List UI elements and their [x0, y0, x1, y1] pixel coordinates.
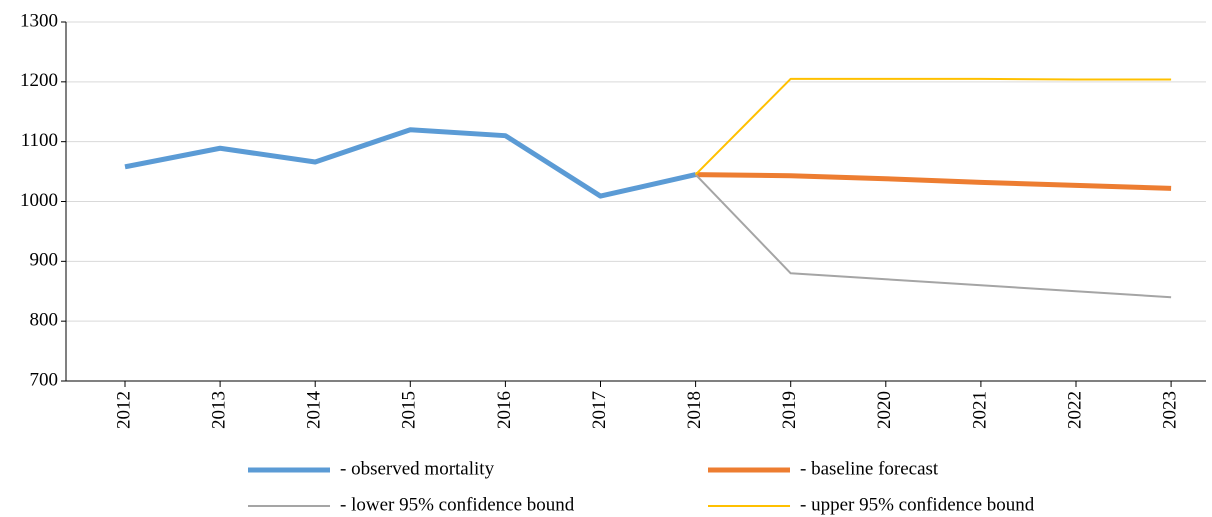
legend-label: - upper 95% confidence bound — [800, 494, 1035, 515]
x-tick-label: 2014 — [304, 391, 325, 430]
x-tick-label: 2013 — [208, 391, 229, 429]
y-tick-label: 1300 — [20, 10, 58, 31]
legend-label: - baseline forecast — [800, 458, 939, 479]
y-tick-label: 900 — [30, 250, 59, 271]
x-tick-label: 2023 — [1159, 391, 1180, 429]
x-tick-label: 2022 — [1064, 391, 1085, 429]
x-tick-label: 2016 — [494, 391, 515, 429]
x-tick-label: 2018 — [684, 391, 705, 429]
y-tick-label: 800 — [30, 310, 59, 331]
x-tick-label: 2017 — [589, 391, 610, 429]
legend-label: - lower 95% confidence bound — [340, 494, 575, 515]
series-line — [694, 173, 1172, 299]
y-tick-label: 1100 — [21, 130, 58, 151]
y-tick-label: 1200 — [20, 70, 58, 91]
x-tick-label: 2015 — [399, 391, 420, 429]
x-tick-label: 2021 — [969, 391, 990, 429]
series-line — [694, 77, 1172, 176]
x-tick-label: 2012 — [113, 391, 134, 429]
x-tick-label: 2019 — [779, 391, 800, 429]
series-line — [695, 172, 1172, 191]
x-tick-label: 2020 — [874, 391, 895, 429]
series-line — [124, 127, 697, 199]
y-tick-label: 700 — [30, 369, 59, 390]
legend-label: - observed mortality — [340, 458, 495, 479]
y-tick-label: 1000 — [20, 190, 58, 211]
